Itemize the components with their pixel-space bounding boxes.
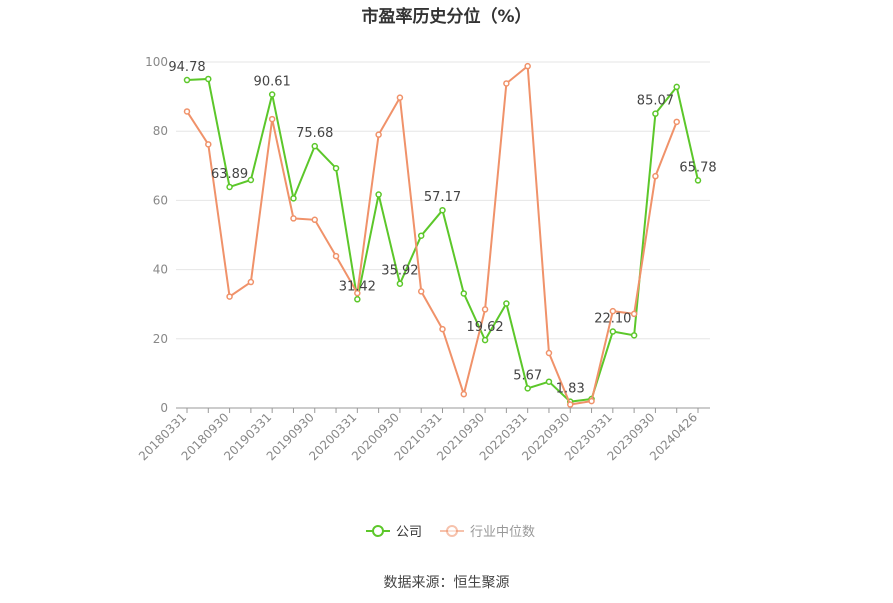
data-point	[673, 118, 680, 126]
chart-title: 市盈率历史分位（%）	[361, 7, 532, 27]
data-point	[545, 349, 553, 357]
data-point	[226, 183, 233, 191]
data-label: 22.10	[594, 312, 631, 327]
data-point	[481, 336, 489, 344]
data-point	[503, 80, 510, 87]
data-point	[311, 142, 318, 150]
data-label: 85.07	[637, 94, 674, 109]
data-label: 94.78	[168, 60, 205, 75]
y-tick-label: 20	[153, 332, 168, 346]
data-point	[311, 216, 318, 224]
data-label: 1.83	[556, 382, 585, 397]
legend-item-1: 行业中位数	[440, 525, 535, 540]
data-point	[247, 176, 255, 184]
data-point	[609, 328, 617, 335]
data-point	[460, 290, 468, 297]
y-tick-label: 0	[160, 401, 168, 415]
legend-label: 公司	[396, 525, 422, 540]
grid-lines	[176, 61, 710, 340]
data-point	[354, 289, 361, 297]
y-tick-label: 40	[153, 263, 168, 277]
data-point	[183, 76, 191, 84]
series-lines	[183, 62, 702, 408]
y-tick-label: 100	[145, 55, 168, 69]
data-point	[417, 288, 425, 295]
data-label: 75.68	[296, 126, 333, 141]
series-line-1	[186, 64, 678, 406]
data-point	[694, 177, 702, 184]
series-line-0	[186, 77, 699, 403]
data-point	[439, 206, 446, 214]
legend-item-0: 公司	[366, 525, 422, 540]
y-tick-label: 60	[153, 193, 168, 207]
data-point	[205, 75, 212, 83]
data-point	[354, 296, 361, 303]
data-point	[630, 332, 638, 339]
legend-label: 行业中位数	[470, 525, 535, 540]
data-label: 19.62	[466, 320, 503, 335]
data-label: 35.92	[381, 264, 418, 279]
data-point	[652, 110, 659, 117]
data-point	[460, 390, 468, 398]
data-point	[247, 278, 255, 286]
data-point	[396, 94, 404, 101]
axes: 0204060801002018033120180930201903312019…	[136, 55, 710, 463]
data-point	[290, 195, 297, 202]
legend-marker	[372, 525, 384, 537]
data-point	[481, 306, 489, 313]
data-label: 57.17	[424, 190, 461, 205]
data-point	[439, 325, 446, 333]
legend-marker	[446, 525, 458, 537]
data-point	[630, 310, 638, 318]
data-label: 90.61	[254, 74, 291, 89]
data-label: 63.89	[211, 167, 248, 182]
data-point	[588, 397, 595, 405]
data-point	[417, 232, 425, 239]
data-point	[226, 293, 233, 300]
data-point	[609, 307, 617, 315]
y-tick-label: 80	[153, 124, 168, 138]
data-point	[205, 141, 212, 148]
data-point	[332, 252, 340, 260]
data-label: 5.67	[513, 368, 542, 383]
data-point	[183, 108, 191, 115]
data-labels: 94.78 63.89 90.61 75.68 31.42 35.92 57.17 19.62…	[168, 60, 716, 397]
data-point	[396, 280, 404, 287]
data-point	[545, 378, 553, 385]
legend: 公司 行业中位数	[366, 525, 535, 540]
source-note: 数据来源：恒生聚源	[383, 575, 510, 591]
data-point	[652, 172, 659, 180]
data-point	[503, 300, 510, 307]
data-point	[375, 131, 382, 138]
data-point	[332, 164, 340, 172]
data-label: 65.78	[679, 160, 716, 175]
data-point	[290, 215, 297, 222]
data-point	[567, 401, 574, 408]
data-point	[268, 115, 276, 123]
data-point	[673, 83, 680, 91]
data-point	[524, 385, 531, 392]
data-label: 31.42	[339, 279, 376, 294]
data-point	[268, 91, 276, 98]
data-point	[524, 62, 531, 70]
data-point	[375, 191, 382, 198]
